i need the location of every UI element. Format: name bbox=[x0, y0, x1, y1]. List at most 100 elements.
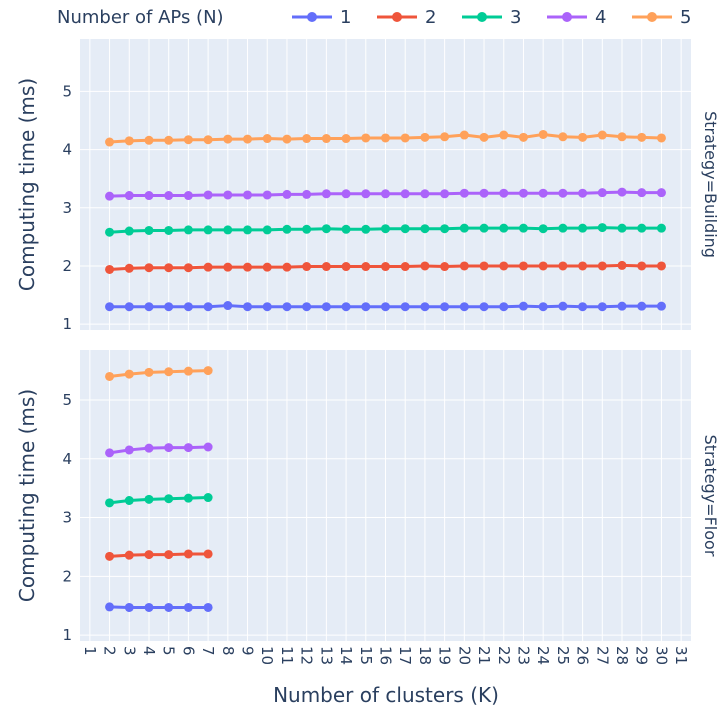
data-point[interactable] bbox=[578, 132, 588, 142]
data-point[interactable] bbox=[656, 261, 666, 271]
data-point[interactable] bbox=[243, 190, 253, 200]
data-point[interactable] bbox=[440, 224, 450, 234]
data-point[interactable] bbox=[518, 261, 528, 271]
data-point[interactable] bbox=[341, 262, 351, 272]
data-point[interactable] bbox=[302, 189, 312, 199]
data-point[interactable] bbox=[282, 302, 292, 312]
data-point[interactable] bbox=[144, 550, 154, 560]
data-point[interactable] bbox=[656, 301, 666, 311]
data-point[interactable] bbox=[243, 262, 253, 272]
data-point[interactable] bbox=[183, 366, 193, 376]
data-point[interactable] bbox=[361, 262, 371, 272]
data-point[interactable] bbox=[223, 190, 233, 200]
data-point[interactable] bbox=[656, 188, 666, 198]
data-point[interactable] bbox=[223, 134, 233, 144]
data-point[interactable] bbox=[499, 130, 509, 140]
data-point[interactable] bbox=[105, 227, 115, 237]
data-point[interactable] bbox=[124, 602, 134, 612]
data-point[interactable] bbox=[144, 367, 154, 377]
data-point[interactable] bbox=[400, 224, 410, 234]
data-point[interactable] bbox=[105, 191, 115, 201]
data-point[interactable] bbox=[203, 493, 213, 503]
data-point[interactable] bbox=[183, 602, 193, 612]
data-point[interactable] bbox=[617, 187, 627, 197]
data-point[interactable] bbox=[105, 302, 115, 312]
data-point[interactable] bbox=[223, 225, 233, 235]
data-point[interactable] bbox=[203, 190, 213, 200]
data-point[interactable] bbox=[341, 134, 351, 144]
legend-item-2[interactable]: 2 bbox=[377, 7, 436, 28]
data-point[interactable] bbox=[479, 223, 489, 233]
data-point[interactable] bbox=[124, 226, 134, 236]
data-point[interactable] bbox=[124, 136, 134, 146]
data-point[interactable] bbox=[597, 223, 607, 233]
data-point[interactable] bbox=[203, 302, 213, 312]
legend-item-3[interactable]: 3 bbox=[462, 7, 521, 28]
data-point[interactable] bbox=[479, 188, 489, 198]
data-point[interactable] bbox=[400, 133, 410, 143]
data-point[interactable] bbox=[558, 223, 568, 233]
data-point[interactable] bbox=[459, 130, 469, 140]
data-point[interactable] bbox=[262, 225, 272, 235]
data-point[interactable] bbox=[538, 129, 548, 139]
data-point[interactable] bbox=[144, 302, 154, 312]
data-point[interactable] bbox=[183, 549, 193, 559]
data-point[interactable] bbox=[302, 224, 312, 234]
data-point[interactable] bbox=[321, 189, 331, 199]
data-point[interactable] bbox=[124, 550, 134, 560]
data-point[interactable] bbox=[459, 223, 469, 233]
data-point[interactable] bbox=[499, 302, 509, 312]
data-point[interactable] bbox=[518, 301, 528, 311]
data-point[interactable] bbox=[183, 493, 193, 503]
data-point[interactable] bbox=[124, 496, 134, 505]
data-point[interactable] bbox=[321, 262, 331, 272]
data-point[interactable] bbox=[105, 498, 115, 508]
legend-item-5[interactable]: 5 bbox=[632, 7, 691, 28]
data-point[interactable] bbox=[420, 189, 430, 199]
data-point[interactable] bbox=[440, 302, 450, 312]
data-point[interactable] bbox=[656, 133, 666, 143]
data-point[interactable] bbox=[459, 302, 469, 312]
data-point[interactable] bbox=[479, 261, 489, 271]
data-point[interactable] bbox=[381, 133, 390, 143]
data-point[interactable] bbox=[637, 223, 647, 233]
data-point[interactable] bbox=[538, 302, 548, 312]
data-point[interactable] bbox=[164, 602, 174, 612]
data-point[interactable] bbox=[105, 448, 115, 458]
data-point[interactable] bbox=[164, 135, 174, 145]
data-point[interactable] bbox=[479, 132, 489, 142]
data-point[interactable] bbox=[361, 189, 371, 199]
data-point[interactable] bbox=[459, 188, 469, 198]
data-point[interactable] bbox=[183, 263, 193, 273]
data-point[interactable] bbox=[164, 443, 174, 453]
data-point[interactable] bbox=[400, 302, 410, 312]
data-point[interactable] bbox=[164, 550, 174, 560]
data-point[interactable] bbox=[597, 188, 607, 198]
data-point[interactable] bbox=[321, 134, 331, 144]
data-point[interactable] bbox=[558, 132, 568, 142]
data-point[interactable] bbox=[637, 301, 647, 311]
data-point[interactable] bbox=[105, 602, 115, 612]
data-point[interactable] bbox=[558, 301, 568, 311]
data-point[interactable] bbox=[164, 263, 174, 273]
data-point[interactable] bbox=[144, 494, 154, 504]
data-point[interactable] bbox=[578, 302, 588, 312]
data-point[interactable] bbox=[124, 369, 134, 379]
data-point[interactable] bbox=[420, 224, 430, 234]
data-point[interactable] bbox=[164, 191, 174, 201]
data-point[interactable] bbox=[637, 188, 647, 198]
data-point[interactable] bbox=[124, 445, 134, 455]
data-point[interactable] bbox=[518, 223, 528, 233]
data-point[interactable] bbox=[282, 224, 292, 234]
data-point[interactable] bbox=[538, 261, 548, 271]
data-point[interactable] bbox=[223, 262, 233, 272]
data-point[interactable] bbox=[203, 225, 213, 235]
data-point[interactable] bbox=[282, 262, 292, 272]
data-point[interactable] bbox=[243, 225, 253, 235]
data-point[interactable] bbox=[617, 223, 627, 233]
data-point[interactable] bbox=[656, 223, 666, 233]
data-point[interactable] bbox=[124, 263, 134, 273]
data-point[interactable] bbox=[518, 188, 528, 198]
data-point[interactable] bbox=[203, 135, 213, 145]
data-point[interactable] bbox=[223, 301, 233, 311]
